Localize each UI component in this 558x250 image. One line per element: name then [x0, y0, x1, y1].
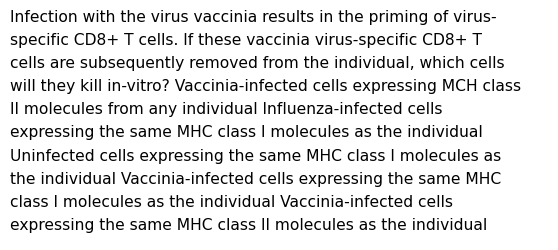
- Text: specific CD8+ T cells. If these vaccinia virus-specific CD8+ T: specific CD8+ T cells. If these vaccinia…: [10, 33, 482, 48]
- Text: expressing the same MHC class I molecules as the individual: expressing the same MHC class I molecule…: [10, 125, 483, 140]
- Text: expressing the same MHC class II molecules as the individual: expressing the same MHC class II molecul…: [10, 217, 487, 232]
- Text: Uninfected cells expressing the same MHC class I molecules as: Uninfected cells expressing the same MHC…: [10, 148, 501, 163]
- Text: the individual Vaccinia-infected cells expressing the same MHC: the individual Vaccinia-infected cells e…: [10, 171, 501, 186]
- Text: cells are subsequently removed from the individual, which cells: cells are subsequently removed from the …: [10, 56, 504, 71]
- Text: II molecules from any individual Influenza-infected cells: II molecules from any individual Influen…: [10, 102, 442, 117]
- Text: Infection with the virus vaccinia results in the priming of virus-: Infection with the virus vaccinia result…: [10, 10, 497, 25]
- Text: will they kill in-vitro? Vaccinia-infected cells expressing MCH class: will they kill in-vitro? Vaccinia-infect…: [10, 79, 521, 94]
- Text: class I molecules as the individual Vaccinia-infected cells: class I molecules as the individual Vacc…: [10, 194, 453, 209]
